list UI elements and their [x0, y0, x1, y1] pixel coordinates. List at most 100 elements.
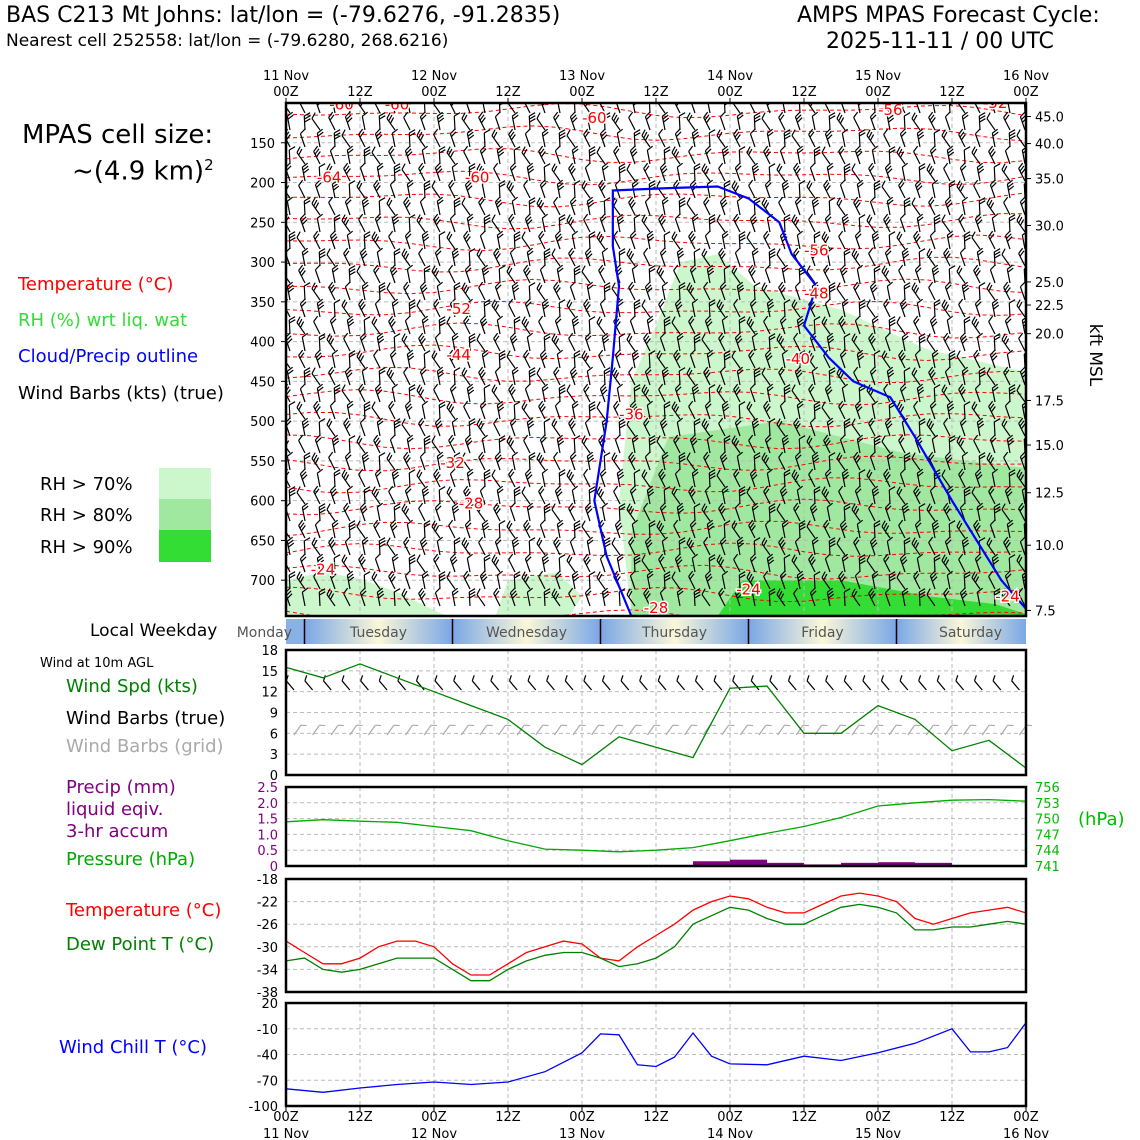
wind-barb-staff: [583, 134, 591, 148]
wind-barb: [1008, 129, 1016, 148]
wind-barb-flag: [888, 146, 896, 151]
wind-barb-flag: [343, 247, 349, 254]
wind-barb-flag: [658, 267, 663, 275]
wind-barb: [841, 128, 849, 148]
wind-barb-flag: [839, 95, 846, 100]
wind-barb-staff: [403, 287, 411, 301]
wind-barb-flag: [588, 202, 595, 208]
wind-barb-flag: [570, 114, 577, 121]
wind-barb-flag: [993, 248, 1001, 253]
wind-barb-flag: [569, 219, 575, 226]
wind-barb-staff: [946, 320, 951, 335]
wind-barb-flag: [734, 216, 740, 223]
wind-barb-flag: [358, 213, 364, 220]
wind-barb: [828, 197, 836, 216]
wind-barb-flag: [392, 301, 399, 307]
wind-barb-staff: [356, 356, 366, 369]
wind-barb-staff: [988, 321, 996, 335]
wind-barb-flag: [868, 162, 874, 169]
wind-barb-flag: [1008, 129, 1016, 134]
wind-barb-flag: [857, 95, 863, 99]
wind-barb-flag: [298, 179, 304, 186]
wind-barb-flag: [435, 332, 441, 339]
wind-barb-flag: [887, 199, 894, 205]
wind-barb-flag: [738, 146, 746, 151]
wind-barb-flag: [1006, 264, 1014, 270]
wind-barb: [581, 180, 591, 199]
wind-barb-flag: [956, 350, 961, 357]
cell-size-value-text: ~(4.9 km): [72, 156, 205, 187]
wind-barb: [371, 316, 381, 335]
wind-barb: [746, 231, 756, 250]
wind-barb-flag: [791, 129, 796, 136]
wind-barb-staff: [539, 103, 546, 114]
wind-barb-flag: [918, 134, 925, 140]
wind-barb-flag: [903, 282, 911, 287]
wind-barb: [401, 248, 411, 267]
wind-barb-staff: [523, 103, 531, 114]
wind-barb: [446, 316, 456, 335]
wind-barb-flag: [361, 111, 369, 117]
wind-barb: [449, 128, 457, 148]
wind-barb-staff: [541, 473, 546, 488]
wind-barb-flag: [386, 282, 391, 289]
wind-barb: [588, 231, 596, 250]
wind-barb-flag: [553, 451, 559, 458]
wind-barb-staff: [513, 404, 516, 420]
wind-barb-flag: [611, 112, 616, 119]
wind-barb-flag: [317, 301, 324, 307]
wind-barb: [438, 401, 446, 420]
wind-barb-flag: [334, 472, 341, 477]
wind-barb-flag: [483, 214, 491, 219]
wind-barb-staff: [438, 489, 441, 505]
wind-barb-flag: [304, 455, 311, 460]
wind-barb-flag: [708, 214, 716, 219]
wind-barb: [551, 163, 561, 182]
wind-barb-staff: [661, 286, 666, 301]
wind-barb-flag: [588, 316, 596, 321]
wind-barb-flag: [889, 149, 896, 154]
wind-barb-flag: [454, 285, 461, 290]
wind-barb-flag: [840, 267, 847, 274]
wind-barb-flag: [388, 145, 394, 152]
wind-barb-flag: [555, 400, 561, 407]
wind-barb-staff: [581, 441, 591, 454]
wind-barb: [913, 230, 921, 250]
wind-barb: [719, 196, 728, 216]
wind-barb-flag: [364, 152, 371, 157]
wind-barb-flag: [763, 230, 769, 237]
wind-barb-flag: [497, 233, 504, 239]
wind-barb-staff: [481, 439, 486, 454]
wind-barb-staff: [643, 253, 651, 267]
wind-barb-flag: [419, 165, 425, 172]
wind-barb: [858, 214, 866, 233]
wind-barb: [914, 103, 921, 114]
wind-barb: [298, 103, 306, 114]
wind-barb: [406, 434, 414, 454]
wind-barb: [768, 163, 776, 182]
wind-barb-flag: [448, 233, 453, 241]
wind-barb-flag: [884, 270, 890, 277]
wind-barb: [588, 146, 596, 165]
wind-barb: [536, 112, 546, 131]
wind-barb-flag: [330, 145, 336, 152]
wind-barb-flag: [963, 231, 971, 236]
wind-barb-staff: [648, 103, 651, 114]
wind-barb-staff: [314, 269, 321, 284]
wind-barb: [614, 103, 622, 114]
wind-barb-flag: [360, 250, 367, 257]
wind-barb-flag: [663, 117, 670, 123]
wind-barb-flag: [626, 248, 631, 255]
wind-barb-staff: [723, 103, 726, 114]
wind-barb-flag: [956, 265, 961, 272]
wind-barb-staff: [386, 458, 396, 471]
wind-barb-flag: [433, 213, 439, 220]
wind-barb-flag: [994, 254, 1001, 259]
wind-barb-flag: [301, 247, 309, 253]
wind-barb-flag: [874, 183, 881, 188]
wind-barb: [794, 196, 802, 216]
wind-barb: [329, 315, 337, 335]
wind-barb: [751, 247, 759, 267]
wind-barb-flag: [585, 247, 591, 254]
wind-barb-flag: [975, 216, 982, 223]
